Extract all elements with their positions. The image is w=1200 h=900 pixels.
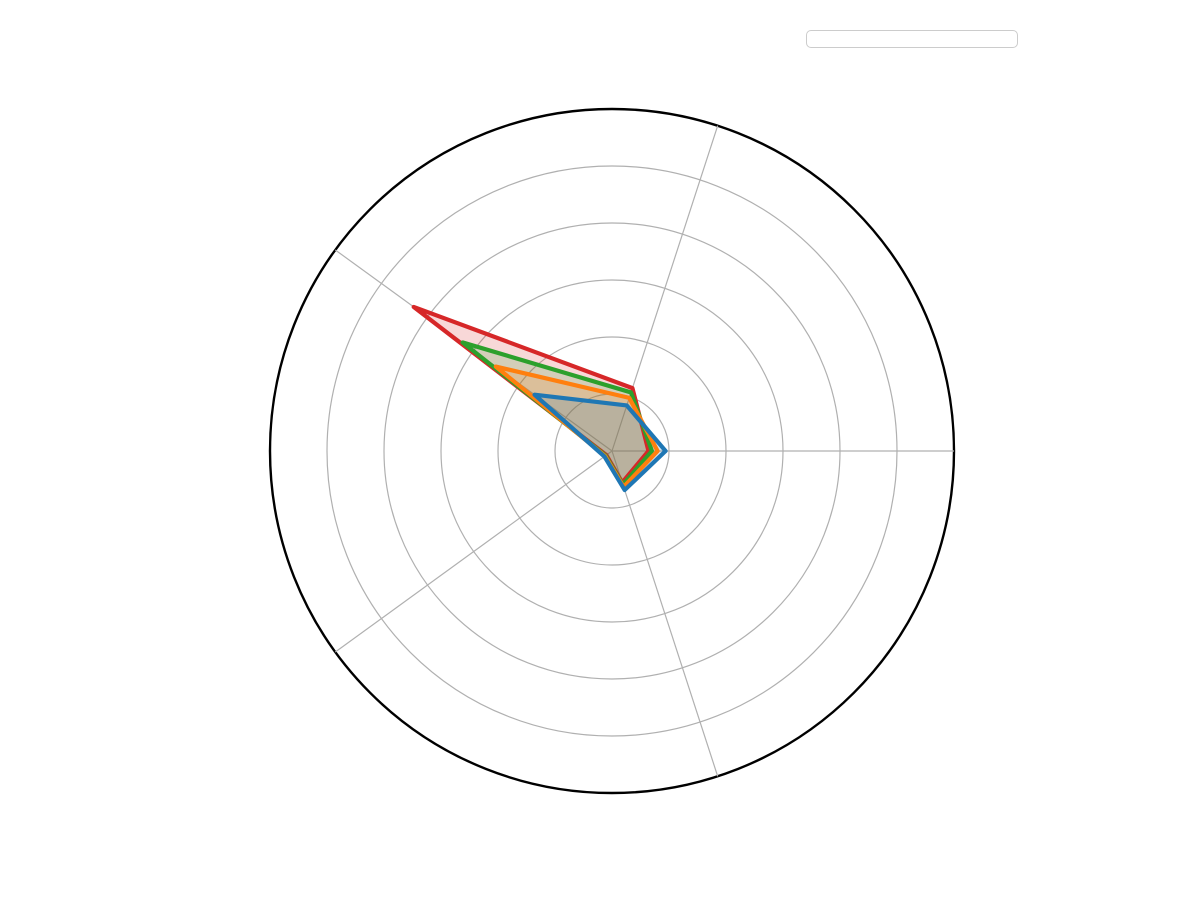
chart-legend[interactable] bbox=[806, 30, 1018, 48]
axis-spoke-pesq bbox=[611, 450, 719, 777]
axis-spoke-sim bbox=[334, 450, 613, 653]
series-line-manchutts bbox=[532, 392, 668, 493]
series-fill-manchutts bbox=[534, 394, 666, 491]
